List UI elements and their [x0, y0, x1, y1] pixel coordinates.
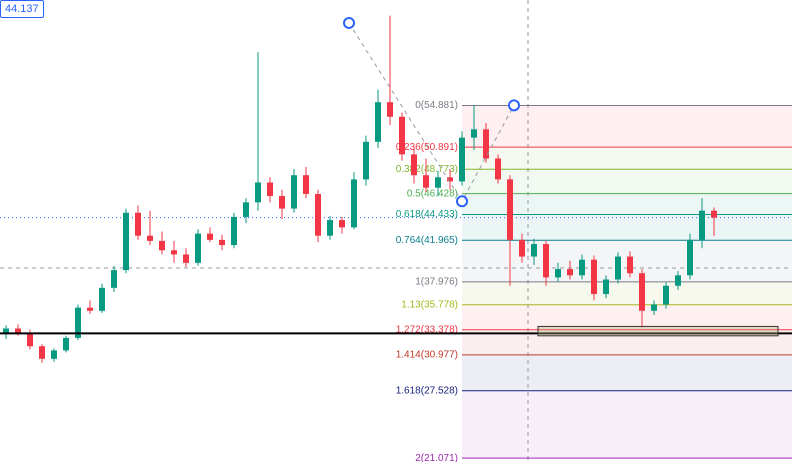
candle-body: [15, 328, 21, 333]
candle-body: [627, 256, 633, 274]
price-zone: [537, 325, 779, 337]
candle-body: [531, 244, 537, 257]
candle-body: [567, 269, 573, 276]
fib-label: 0.618(44.433): [396, 209, 458, 220]
candle-body: [687, 239, 693, 276]
fib-label: 1.618(27.528): [396, 385, 458, 396]
fib-label: 2(21.071): [415, 453, 458, 462]
candle-body: [483, 129, 489, 159]
fib-zone: [462, 105, 792, 148]
candle-body: [279, 196, 285, 209]
fib-label: 0.5(46.428): [407, 188, 458, 199]
candle-body: [651, 304, 657, 311]
candle-body: [555, 269, 561, 278]
candle-body: [543, 244, 549, 278]
candle-body: [135, 212, 141, 236]
candle-body: [75, 307, 81, 338]
fib-label: 0(54.881): [415, 100, 458, 111]
candle-body: [471, 129, 477, 138]
fib-label: 0.236(50.891): [396, 142, 458, 153]
fib-zone: [462, 193, 792, 215]
candle-body: [711, 210, 717, 218]
candle-body: [351, 179, 357, 228]
candle-body: [603, 279, 609, 295]
candle-body: [675, 275, 681, 286]
candle-body: [255, 182, 261, 203]
candle-body: [495, 158, 501, 180]
candle-body: [111, 270, 117, 288]
fib-anchor: [508, 99, 520, 112]
candle-body: [231, 216, 237, 246]
candle-body: [159, 240, 165, 251]
candle-body: [663, 285, 669, 305]
candle-body: [435, 177, 441, 188]
candle-body: [147, 235, 153, 241]
candle-body: [327, 220, 333, 236]
candle-body: [315, 193, 321, 236]
fib-label: 1(37.976): [415, 276, 458, 287]
candle-body: [339, 220, 345, 228]
fib-anchor: [343, 16, 355, 29]
candle-body: [207, 233, 213, 240]
candle-body: [519, 239, 525, 257]
candle-body: [411, 154, 417, 176]
candle-body: [123, 212, 129, 271]
candle-body: [63, 337, 69, 351]
candle-body: [699, 210, 705, 240]
candle-body: [507, 179, 513, 240]
fib-zone: [462, 169, 792, 194]
fib-label: 1.272(33.378): [396, 324, 458, 335]
candle-body: [375, 102, 381, 142]
candle-body: [459, 137, 465, 182]
candle-body: [447, 177, 453, 182]
fib-zone: [462, 354, 792, 391]
candle-body: [615, 256, 621, 280]
candle-body: [579, 259, 585, 276]
fib-label: 1.13(35.778): [401, 299, 458, 310]
fib-zone: [462, 304, 792, 330]
candle-body: [267, 182, 273, 197]
fib-zone: [462, 281, 792, 305]
fib-zone: [462, 390, 792, 459]
candle-body: [639, 273, 645, 311]
candle-body: [87, 307, 93, 311]
candle-body: [3, 328, 9, 334]
fib-anchor: [456, 195, 468, 208]
candle-body: [39, 346, 45, 359]
candle-body: [219, 239, 225, 246]
candle-body: [27, 332, 33, 347]
candle-body: [387, 102, 393, 117]
candle-body: [183, 254, 189, 263]
candle-body: [399, 116, 405, 155]
fib-zone: [462, 147, 792, 170]
candle-body: [591, 259, 597, 295]
fib-label: 0.764(41.965): [396, 235, 458, 246]
candle-body: [243, 202, 249, 217]
fib-label: 1.414(30.977): [396, 349, 458, 360]
fib-label: 0.382(48.773): [396, 164, 458, 175]
candle-body: [171, 250, 177, 255]
candle-body: [291, 175, 297, 209]
fib-zone: [462, 214, 792, 241]
candle-body: [303, 175, 309, 194]
candle-body: [423, 175, 429, 188]
last-price-badge: 44.137: [0, 0, 44, 18]
candle-body: [51, 350, 57, 359]
candle-body: [363, 141, 369, 180]
candle-body: [99, 287, 105, 311]
candle-body: [195, 233, 201, 263]
